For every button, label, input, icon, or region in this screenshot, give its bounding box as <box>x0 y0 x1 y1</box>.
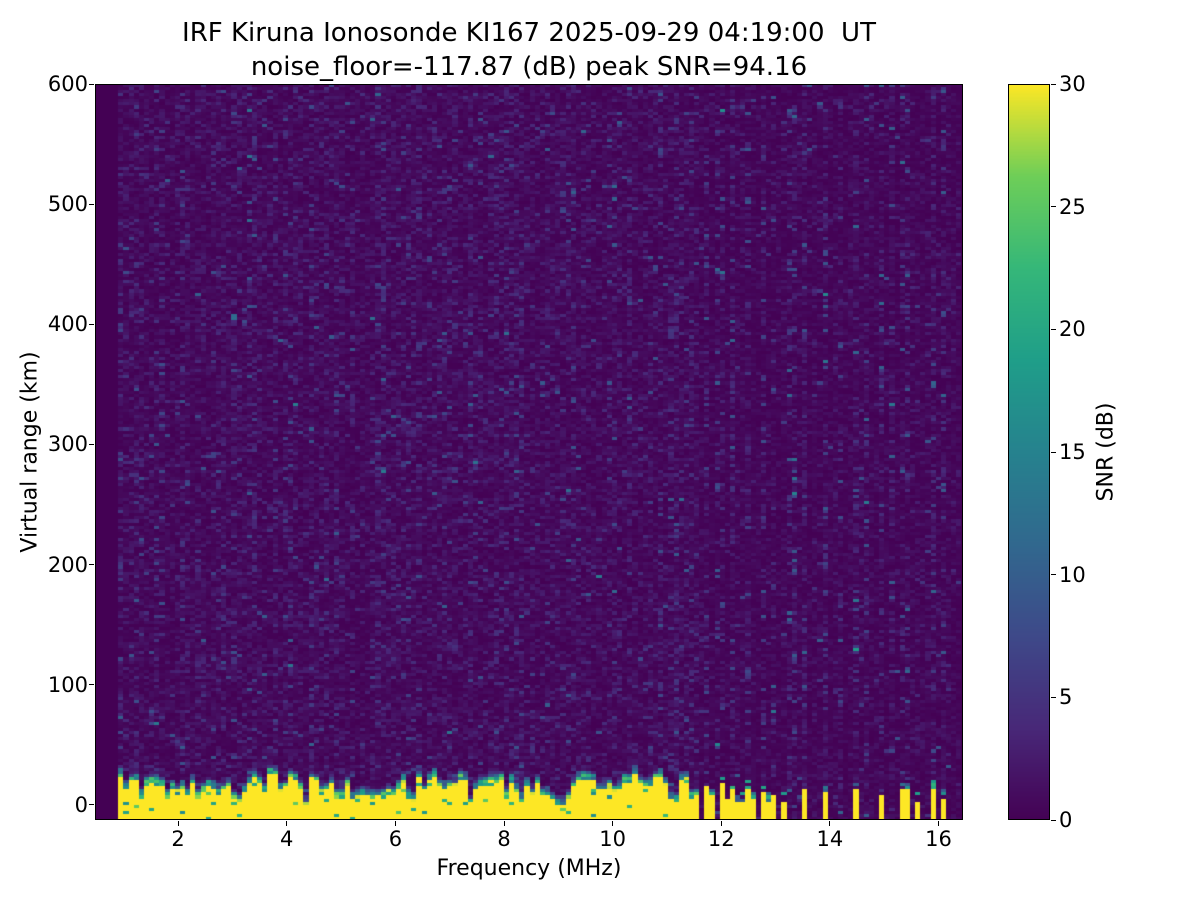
colorbar-tick-mark <box>1051 451 1056 453</box>
y-tick-label: 300 <box>47 432 88 457</box>
colorbar-tick-mark <box>1051 328 1056 330</box>
y-tick-label: 200 <box>47 552 88 577</box>
x-tick-mark <box>720 821 722 826</box>
x-tick-label: 2 <box>171 827 185 851</box>
colorbar-tick-mark <box>1051 206 1056 208</box>
y-tick-mark <box>89 564 94 566</box>
x-tick-label: 12 <box>707 827 735 851</box>
colorbar-tick-label: 20 <box>1059 317 1086 342</box>
colorbar-tick-label: 25 <box>1059 194 1086 219</box>
colorbar-tick-mark <box>1051 83 1056 85</box>
x-tick-label: 8 <box>497 827 511 851</box>
x-tick-mark <box>394 821 396 826</box>
y-tick-label: 500 <box>47 192 88 217</box>
x-tick-mark <box>286 821 288 826</box>
x-tick-label: 16 <box>925 827 952 851</box>
y-tick-mark <box>89 83 94 85</box>
y-tick-mark <box>89 684 94 686</box>
x-tick-label: 10 <box>599 827 626 851</box>
colorbar-tick-label: 15 <box>1059 440 1086 464</box>
chart-title-line1: IRF Kiruna Ionosonde KI167 2025-09-29 04… <box>182 18 876 48</box>
x-tick-mark <box>503 821 505 826</box>
y-tick-mark <box>89 443 94 445</box>
x-tick-label: 6 <box>388 827 403 851</box>
y-tick-label: 100 <box>47 672 88 697</box>
x-tick-label: 4 <box>280 827 294 851</box>
x-tick-mark <box>612 821 614 826</box>
chart-title: IRF Kiruna Ionosonde KI167 2025-09-29 04… <box>95 16 963 84</box>
x-tick-mark <box>829 821 831 826</box>
colorbar-tick-label: 0 <box>1059 808 1073 832</box>
colorbar-tick-label: 30 <box>1059 72 1086 96</box>
ionogram-heatmap <box>95 84 963 820</box>
y-tick-mark <box>89 804 94 806</box>
y-tick-mark <box>89 323 94 325</box>
colorbar-tick-label: 10 <box>1059 562 1086 587</box>
x-tick-label: 14 <box>816 827 844 851</box>
y-tick-mark <box>89 203 94 205</box>
y-tick-label: 400 <box>47 312 88 337</box>
y-tick-label: 600 <box>47 72 88 96</box>
colorbar-tick-mark <box>1051 574 1056 576</box>
x-tick-mark <box>177 821 179 826</box>
colorbar-tick-mark <box>1051 696 1056 698</box>
x-tick-mark <box>938 821 940 826</box>
y-tick-label: 0 <box>74 792 88 817</box>
x-axis-label: Frequency (MHz) <box>436 856 622 881</box>
y-axis-label: Virtual range (km) <box>17 351 43 553</box>
colorbar-label: SNR (dB) <box>1093 402 1119 502</box>
colorbar-gradient <box>1008 84 1050 820</box>
colorbar-tick-label: 5 <box>1059 685 1073 710</box>
colorbar-tick-mark <box>1051 819 1056 821</box>
chart-title-line2: noise_floor=-117.87 (dB) peak SNR=94.16 <box>250 52 808 82</box>
